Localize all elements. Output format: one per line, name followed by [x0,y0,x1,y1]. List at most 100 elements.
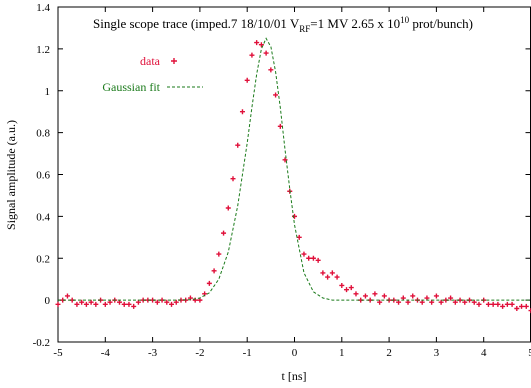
data-point [239,109,245,115]
y-tick-label: 0.2 [36,253,50,265]
data-point [258,42,264,48]
gaussian-fit-line [58,37,531,301]
data-point [230,176,236,182]
data-point [519,303,525,309]
x-tick-label: 1 [339,347,345,359]
data-point [126,301,132,307]
data-point [273,92,279,98]
axes-layer: -5 -4 -3 -2 -1 0 1 2 3 4 5 -0.2 0 0.2 0.4 0.6 0.8 1 1.2 1.4 [33,2,531,359]
y-axis-label: Signal amplitude (a.u.) [4,120,18,230]
x-tick-label: 3 [434,347,440,359]
x-tick-label: 5 [528,347,531,359]
x-tick-label: 0 [292,347,298,359]
data-point [514,306,520,311]
data-point [216,251,222,257]
data-point [509,301,515,307]
data-point [490,301,496,307]
series-layer [55,37,531,314]
y-tick-label: 0.6 [36,170,50,182]
series-gaussian-fit [58,37,531,301]
x-tick-label: -4 [101,347,111,359]
data-point [315,257,321,263]
data-point [102,301,108,307]
data-point [173,299,179,305]
data-point [362,293,368,299]
data-point [268,67,274,73]
data-point [131,303,137,309]
y-tick-label: 1 [45,86,51,98]
data-point [292,213,297,219]
data-point [476,301,482,307]
data-point [452,299,458,305]
data-point [79,299,85,305]
x-tick-label: -3 [148,347,158,359]
y-tick-label: 0 [45,295,51,307]
data-point [495,301,501,307]
x-tick-label: -5 [53,347,63,359]
plot-frame [57,6,531,343]
data-point [320,270,326,276]
data-point [528,308,531,314]
data-point [381,293,387,299]
data-point [296,234,302,240]
data-point [523,303,529,309]
chart-title: Single scope trace (imped.7 18/10/01 VRF… [93,15,473,34]
legend-label: Gaussian fit [102,80,160,94]
data-point [154,299,160,305]
x-tick-label: -1 [243,347,252,359]
y-tick-label: -0.2 [33,337,50,349]
data-point [301,251,307,257]
title-middle: =1 MV 2.65 x 10 [310,16,400,31]
data-point [263,50,269,56]
legend-label: data [140,54,161,68]
y-tick-label: 0.8 [36,128,50,140]
data-point [282,157,288,163]
data-point [83,301,89,307]
y-tick-label: 1.2 [36,44,50,56]
data-point [334,274,340,280]
data-point [306,255,312,261]
data-point [249,52,255,58]
title-superscript: 10 [400,15,410,25]
data-point [485,301,491,307]
x-axis-label: t [ns] [282,369,307,383]
data-point [438,299,444,305]
data-point [235,142,241,148]
data-point [344,287,350,293]
data-point [211,268,217,274]
data-point [372,291,378,297]
data-point [462,299,468,305]
legend-marker-data [171,58,177,64]
data-point [254,40,260,46]
data-point [325,274,331,280]
data-point [64,293,70,299]
data-point [244,77,250,83]
data-point [410,293,416,299]
data-point [55,301,61,307]
data-point [169,301,175,307]
data-point [74,301,80,307]
data-point [339,282,345,288]
data-point [164,299,170,305]
data-point [88,299,94,305]
data-point [377,299,383,305]
series-data [55,40,531,314]
legend: data Gaussian fit [102,54,203,94]
title-prefix: Single scope trace (imped.7 18/10/01 V [93,16,300,31]
data-point [225,205,231,211]
data-point [93,301,99,307]
data-point [448,295,454,301]
data-point [353,291,359,297]
data-point [500,303,506,309]
data-point [121,301,127,307]
title-subscript: RF [299,24,310,34]
data-point [310,255,316,261]
data-point [433,293,439,299]
x-tick-label: 4 [481,347,487,359]
data-point [221,230,227,236]
data-point [206,280,212,286]
data-point [329,270,335,276]
x-tick-label: -2 [195,347,204,359]
y-tick-label: 0.4 [36,211,50,223]
